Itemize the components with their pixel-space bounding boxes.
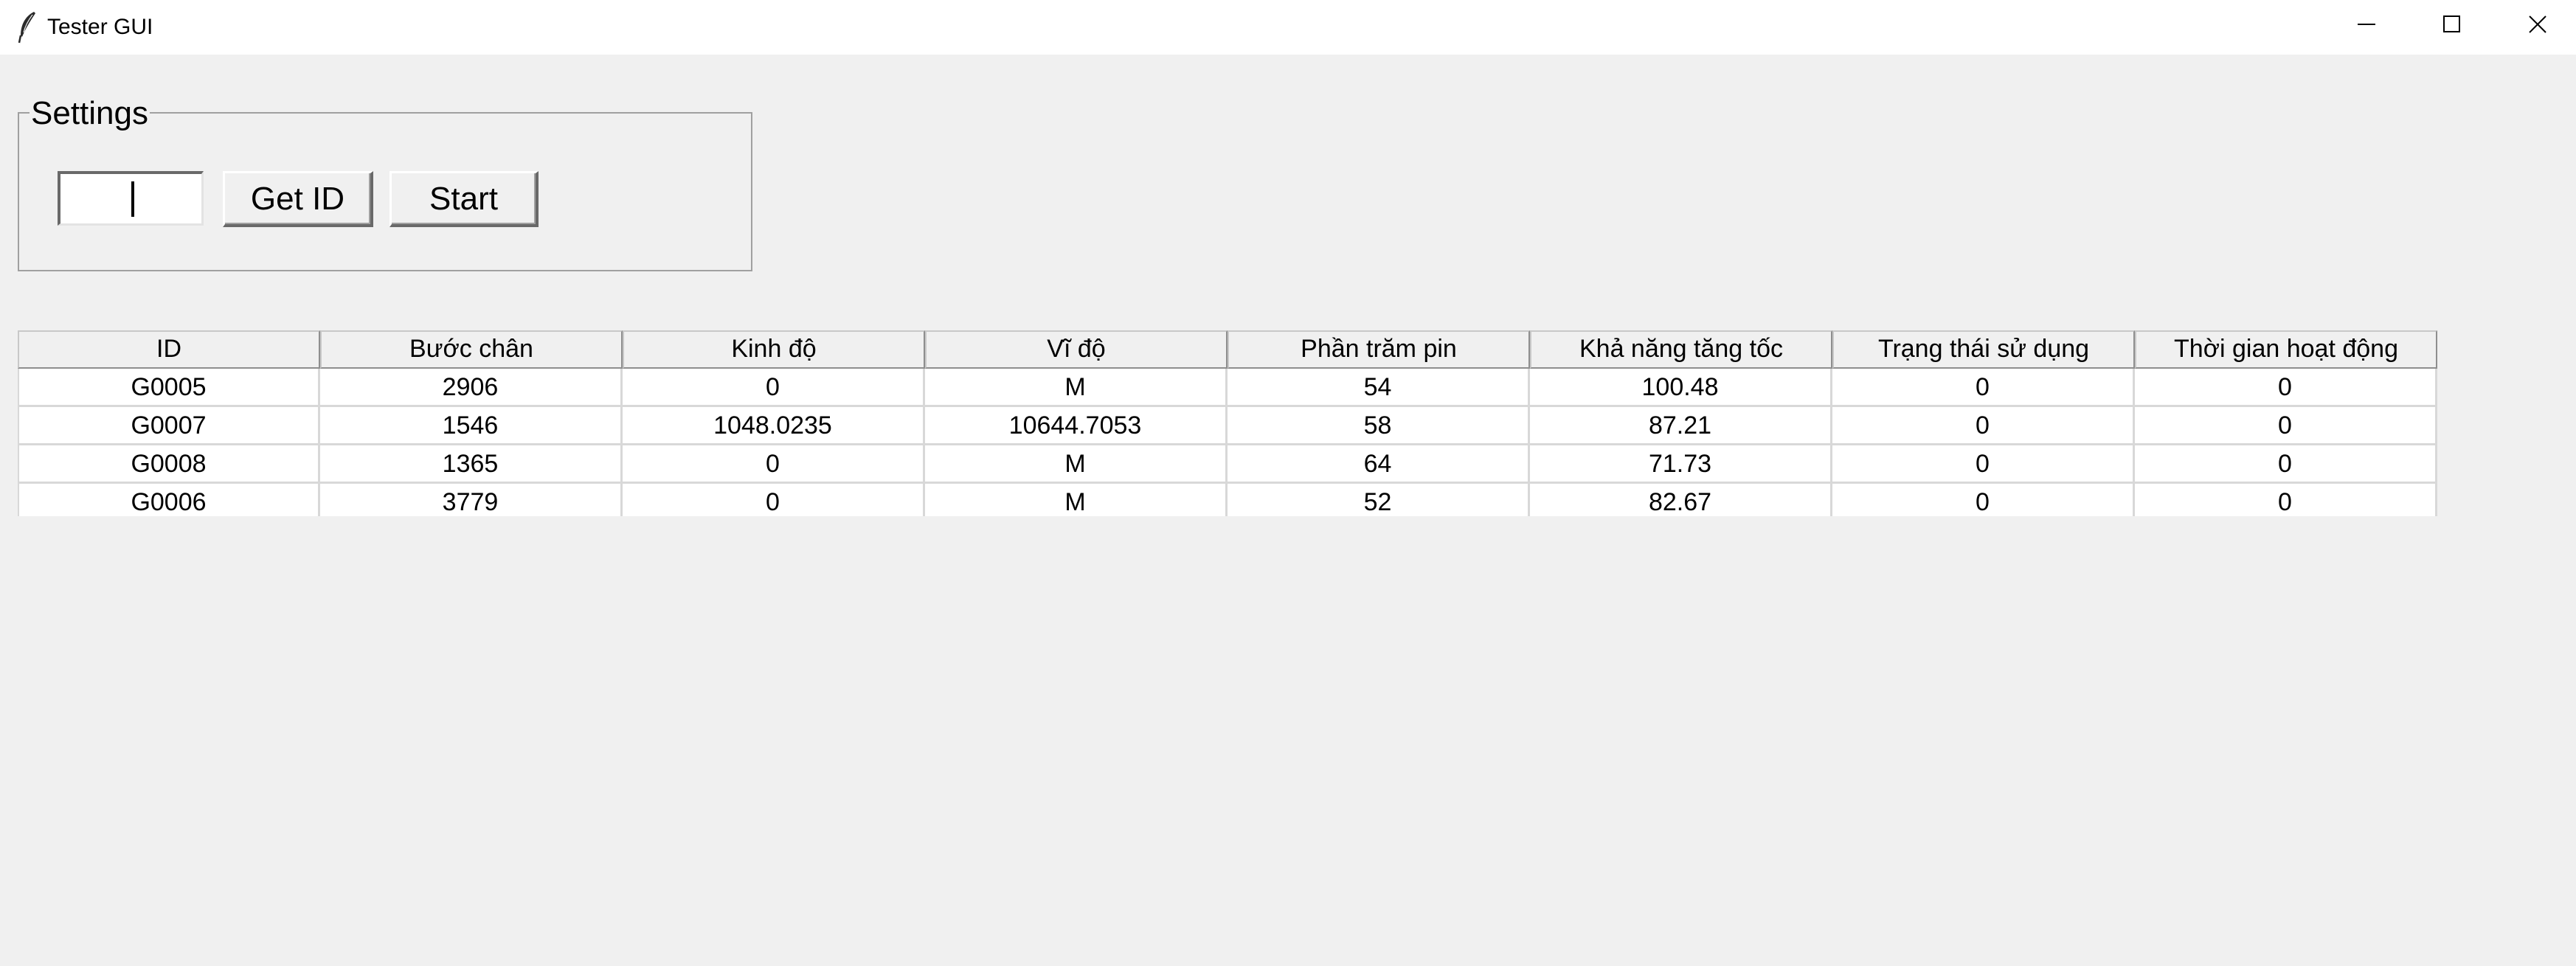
- table-cell: 0: [2135, 445, 2437, 484]
- table-cell: 3779: [320, 484, 623, 516]
- table-cell: 0: [1832, 445, 2135, 484]
- title-bar[interactable]: Tester GUI: [0, 0, 2576, 55]
- column-header-battery[interactable]: Phần trăm pin: [1228, 330, 1530, 369]
- column-header-longitude[interactable]: Kinh độ: [623, 330, 925, 369]
- table-row[interactable]: G0008 1365 0 M 64 71.73 0 0: [18, 445, 2437, 484]
- table-body: G0005 2906 0 M 54 100.48 0 0 G0007 1546 …: [18, 369, 2437, 516]
- table-cell: G0005: [18, 369, 320, 407]
- maximize-button[interactable]: [2409, 0, 2495, 52]
- column-header-acceleration[interactable]: Khả năng tăng tốc: [1530, 330, 1832, 369]
- table-cell: 10644.7053: [925, 407, 1228, 445]
- table-cell: 54: [1228, 369, 1530, 407]
- window-title: Tester GUI: [47, 15, 153, 39]
- table-cell: 0: [1832, 407, 2135, 445]
- column-header-uptime[interactable]: Thời gian hoạt động: [2135, 330, 2437, 369]
- table-cell: 0: [623, 445, 925, 484]
- table-cell: 0: [2135, 369, 2437, 407]
- table-cell: G0007: [18, 407, 320, 445]
- table-cell: G0008: [18, 445, 320, 484]
- minimize-button[interactable]: [2324, 0, 2409, 52]
- table-row[interactable]: G0007 1546 1048.0235 10644.7053 58 87.21…: [18, 407, 2437, 445]
- table-cell: 2906: [320, 369, 623, 407]
- text-caret: [131, 181, 134, 217]
- settings-group: [18, 112, 752, 271]
- table-row[interactable]: G0006 3779 0 M 52 82.67 0 0: [18, 484, 2437, 516]
- table-cell: 1048.0235: [623, 407, 925, 445]
- table-cell: 0: [2135, 484, 2437, 516]
- table-cell: G0006: [18, 484, 320, 516]
- table-cell: 82.67: [1530, 484, 1832, 516]
- table-row[interactable]: G0005 2906 0 M 54 100.48 0 0: [18, 369, 2437, 407]
- table-cell: 1546: [320, 407, 623, 445]
- table-cell: 0: [623, 484, 925, 516]
- column-header-usage-status[interactable]: Trạng thái sử dụng: [1832, 330, 2135, 369]
- settings-legend: Settings: [30, 94, 150, 133]
- id-input[interactable]: [58, 171, 204, 226]
- column-header-latitude[interactable]: Vĩ độ: [925, 330, 1228, 369]
- get-id-button[interactable]: Get ID: [223, 171, 373, 227]
- table-cell: 100.48: [1530, 369, 1832, 407]
- column-header-steps[interactable]: Bước chân: [320, 330, 623, 369]
- table-cell: 58: [1228, 407, 1530, 445]
- table-cell: 0: [623, 369, 925, 407]
- table-header-row: ID Bước chân Kinh độ Vĩ độ Phần trăm pin…: [18, 330, 2437, 369]
- feather-icon: [18, 10, 37, 44]
- table-cell: M: [925, 445, 1228, 484]
- table-cell: 0: [1832, 484, 2135, 516]
- close-icon: [2528, 15, 2547, 38]
- table-cell: M: [925, 369, 1228, 407]
- table-cell: 0: [2135, 407, 2437, 445]
- table-cell: 1365: [320, 445, 623, 484]
- data-table[interactable]: ID Bước chân Kinh độ Vĩ độ Phần trăm pin…: [18, 330, 2437, 516]
- maximize-icon: [2442, 15, 2462, 38]
- table-cell: 87.21: [1530, 407, 1832, 445]
- table-cell: 64: [1228, 445, 1530, 484]
- start-button[interactable]: Start: [389, 171, 539, 227]
- table-cell: 0: [1832, 369, 2135, 407]
- table-cell: 52: [1228, 484, 1530, 516]
- table-cell: M: [925, 484, 1228, 516]
- column-header-id[interactable]: ID: [18, 330, 320, 369]
- minimize-icon: [2357, 15, 2376, 38]
- close-button[interactable]: [2495, 0, 2576, 52]
- table-cell: 71.73: [1530, 445, 1832, 484]
